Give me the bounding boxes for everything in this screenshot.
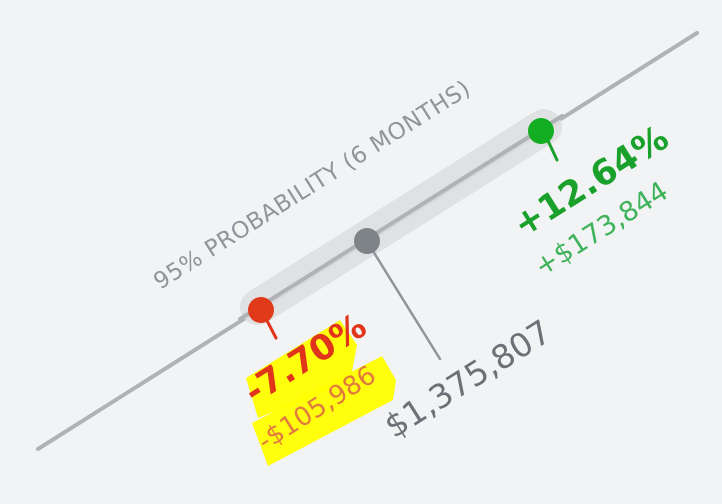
current-marker-stem: [366, 241, 442, 361]
current-marker-dot[interactable]: [354, 228, 380, 254]
current-value: $1,375,807: [377, 312, 558, 446]
lower-value-highlight: [252, 356, 396, 466]
trend-line-overlay: [238, 114, 564, 321]
lower-marker-dot[interactable]: [248, 297, 274, 323]
lower-percent-highlight: [246, 320, 357, 418]
upper-marker-dot[interactable]: [528, 118, 554, 144]
